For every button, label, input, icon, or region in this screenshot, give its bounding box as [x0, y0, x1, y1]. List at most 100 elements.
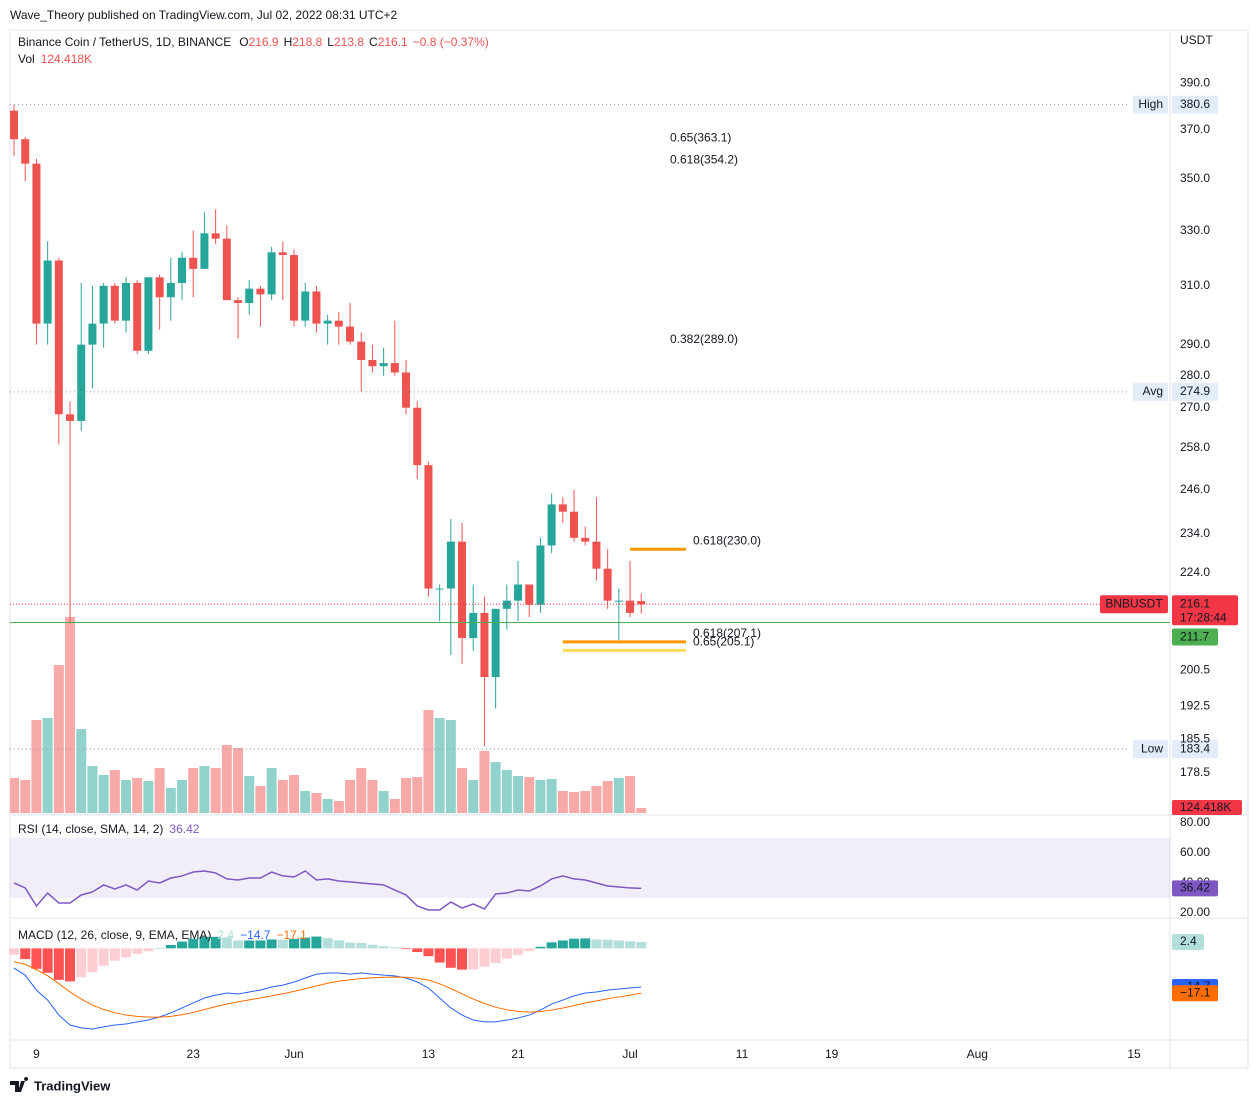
- macd-histogram-bar: [266, 939, 277, 949]
- level-value: 274.9: [1180, 384, 1210, 398]
- x-tick-label: 11: [736, 1047, 749, 1061]
- volume-bar: [199, 766, 210, 813]
- symbol-tag: [1100, 595, 1168, 614]
- candle-body: [390, 363, 399, 373]
- volume-value: 124.418K: [41, 52, 92, 66]
- candle-body: [200, 233, 209, 269]
- macd-histogram-bar: [367, 944, 378, 949]
- candle-body: [368, 360, 377, 367]
- x-tick-label: 19: [825, 1047, 839, 1061]
- candle-body: [480, 612, 489, 678]
- volume-bar: [367, 780, 378, 813]
- volume-bar: [513, 776, 524, 813]
- candle-body: [222, 238, 231, 301]
- level-value-tag: [1172, 740, 1218, 759]
- volume-bar: [333, 801, 344, 813]
- volume-bar: [625, 776, 636, 813]
- candle-body: [502, 600, 511, 609]
- macd-histogram-bar: [468, 948, 479, 970]
- macd-histogram-bar: [569, 938, 580, 949]
- level-name-tag: [1133, 382, 1168, 401]
- macd-histogram-bar: [625, 941, 636, 949]
- macd-histogram-bar: [513, 948, 524, 955]
- candle-body: [637, 601, 646, 605]
- macd-histogram-bar: [434, 948, 445, 963]
- level-name-tag: [1133, 740, 1168, 759]
- macd-histogram-bar: [20, 948, 31, 960]
- rsi-tick-label: 60.00: [1180, 845, 1210, 859]
- volume-bar: [322, 799, 333, 813]
- macd-value: −17.1: [276, 928, 307, 942]
- candle-body: [558, 504, 567, 512]
- candle-body: [581, 537, 590, 542]
- volume-bar: [636, 808, 647, 813]
- candle-body: [256, 288, 265, 295]
- y-tick-label: 224.0: [1180, 565, 1210, 579]
- macd-line: [13, 961, 642, 1018]
- macd-histogram-bar: [165, 944, 176, 949]
- macd-histogram-bar: [322, 938, 333, 949]
- volume-bar: [289, 775, 300, 813]
- macd-histogram-bar: [445, 948, 456, 968]
- volume-bar: [233, 748, 244, 813]
- candle-body: [458, 541, 467, 639]
- macd-histogram-bar: [87, 948, 98, 973]
- macd-hist-tag-value: 2.4: [1180, 934, 1197, 948]
- candle-body: [334, 320, 343, 327]
- volume-bar: [20, 780, 31, 813]
- candle-body: [626, 600, 635, 613]
- macd-histogram-bar: [53, 948, 64, 980]
- y-tick-label: 192.5: [1180, 699, 1210, 713]
- rsi-tick-label: 20.00: [1180, 905, 1210, 919]
- volume-bar: [98, 775, 109, 813]
- volume-tag: [1172, 800, 1242, 815]
- y-tick-label: 330.0: [1180, 223, 1210, 237]
- candle-body: [211, 233, 220, 239]
- candle-body: [614, 600, 623, 602]
- candle-body: [469, 612, 478, 639]
- volume-bar: [266, 768, 277, 813]
- candle-body: [234, 300, 243, 304]
- candle-body: [592, 541, 601, 569]
- candle-body: [379, 363, 388, 367]
- candle-body: [312, 291, 321, 324]
- macd-histogram-bar: [177, 941, 188, 949]
- candle-body: [603, 568, 612, 601]
- candle-body: [413, 407, 422, 466]
- y-tick-label: 280.0: [1180, 368, 1210, 382]
- volume-bar: [177, 780, 188, 813]
- macd-histogram-bar: [524, 948, 535, 952]
- macd-histogram-bar: [199, 936, 210, 949]
- candle-body: [144, 277, 153, 351]
- x-tick-label: 23: [187, 1047, 201, 1061]
- ohlc-label: O: [239, 35, 248, 49]
- macd-histogram-bar: [9, 948, 20, 955]
- volume-bar: [109, 770, 120, 813]
- macd-histogram-bar: [109, 948, 120, 961]
- macd-hist-tag: [1172, 934, 1204, 951]
- ohlc-label: L: [327, 35, 334, 49]
- candle-body: [346, 326, 355, 342]
- macd-value: −14.7: [240, 928, 271, 942]
- macd-histogram-bar: [535, 946, 546, 949]
- candle-body: [357, 341, 366, 361]
- volume-bar: [10, 778, 20, 813]
- macd-histogram-bar: [636, 942, 647, 949]
- macd-histogram-bar: [311, 936, 322, 949]
- ohlc-value: 213.8: [334, 35, 364, 49]
- macd-histogram-bar: [546, 942, 557, 949]
- rsi-tag-value: 36.42: [1180, 881, 1210, 895]
- macd-histogram-bar: [221, 937, 232, 949]
- change-value: −0.8 (−0.37%): [413, 35, 489, 49]
- candle-body: [402, 372, 411, 408]
- fib-label: 0.65(363.1): [670, 130, 731, 144]
- volume-bar: [468, 780, 479, 813]
- volume-bar: [188, 768, 199, 813]
- macd-histogram-bar: [591, 939, 602, 949]
- fib-label: 0.65(205.1): [693, 635, 754, 649]
- macd-histogram-bar: [490, 948, 501, 964]
- countdown: 17:28:44: [1180, 610, 1227, 624]
- volume-bar: [401, 778, 412, 813]
- volume-bar: [524, 777, 535, 813]
